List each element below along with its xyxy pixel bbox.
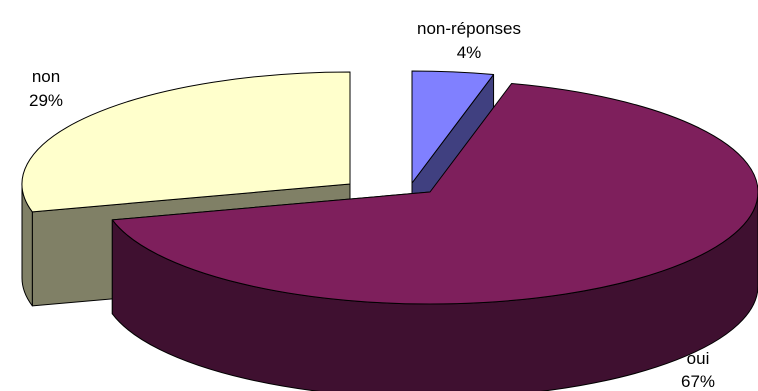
- slice-value-non: 29%: [29, 91, 63, 110]
- slice-value-oui: 67%: [681, 372, 715, 391]
- pie-slice-oui: [111, 83, 758, 391]
- pie-slice-non-reponses-top: [411, 70, 495, 184]
- slice-label-non: non: [32, 67, 60, 86]
- slice-label-non-reponses: non-réponses: [417, 19, 521, 38]
- pie-slice-non-top: [21, 71, 351, 213]
- slice-label-oui: oui: [687, 349, 710, 368]
- slice-value-non-reponses: 4%: [457, 43, 482, 62]
- pie-slice-oui-top: [111, 83, 758, 305]
